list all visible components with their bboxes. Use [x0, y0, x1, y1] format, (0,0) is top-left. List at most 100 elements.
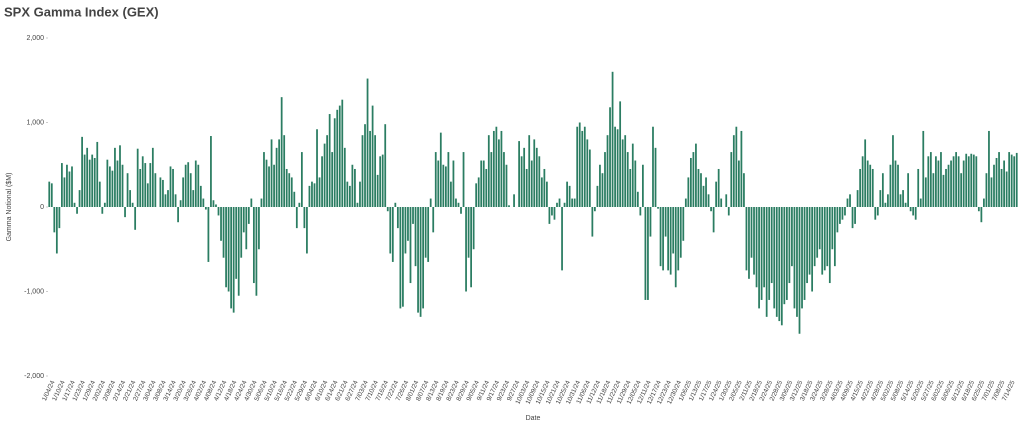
bar	[897, 164, 899, 207]
bar	[758, 207, 760, 309]
bar	[1010, 154, 1013, 207]
bar	[846, 198, 849, 207]
x-axis-title: Date	[526, 415, 541, 422]
bar	[179, 200, 182, 207]
bar	[998, 152, 1000, 207]
bar	[283, 135, 286, 207]
bar	[396, 207, 399, 229]
bar	[164, 194, 167, 207]
bar	[508, 205, 510, 207]
bar	[1015, 152, 1018, 207]
bar	[336, 109, 339, 207]
bar	[364, 124, 366, 207]
bar	[482, 160, 485, 207]
bar	[566, 181, 568, 207]
chart-title: SPX Gamma Index (GEX)	[4, 4, 159, 19]
bar	[859, 168, 862, 207]
bar	[151, 147, 154, 207]
bar	[874, 207, 877, 220]
bar	[922, 130, 925, 207]
bar	[346, 181, 349, 207]
bar	[755, 207, 758, 288]
bar	[750, 207, 753, 258]
bar	[977, 207, 980, 212]
bar	[318, 177, 321, 207]
bar	[452, 160, 455, 207]
bar	[280, 97, 283, 207]
bar	[263, 152, 265, 207]
bar	[98, 181, 101, 207]
bar	[184, 164, 187, 207]
bar	[394, 202, 397, 207]
bar	[467, 207, 470, 258]
bar	[295, 207, 298, 229]
bar	[91, 154, 94, 207]
bar	[270, 139, 273, 207]
bar	[225, 207, 227, 288]
bar	[540, 177, 543, 207]
bar	[124, 207, 126, 218]
bar	[308, 185, 311, 207]
bar	[780, 207, 783, 326]
bar	[793, 207, 796, 309]
bar	[831, 207, 834, 250]
bar	[710, 207, 712, 212]
bar	[265, 159, 268, 207]
bar	[662, 207, 664, 271]
bar	[374, 135, 377, 207]
bar	[528, 135, 531, 207]
bar	[591, 207, 594, 237]
bar	[525, 168, 528, 207]
bar	[803, 207, 806, 300]
bar	[816, 207, 819, 258]
bar	[988, 130, 990, 207]
y-tick-label: 0	[40, 204, 44, 211]
bar	[616, 129, 619, 207]
bar	[328, 114, 331, 207]
bar	[740, 130, 743, 207]
bar	[356, 202, 359, 207]
bar	[720, 198, 723, 207]
bar	[770, 207, 773, 284]
bar	[881, 173, 884, 207]
bar	[343, 147, 346, 207]
bar	[957, 156, 960, 207]
bar	[174, 194, 177, 207]
bar	[727, 207, 730, 216]
bar	[71, 166, 73, 207]
bar	[326, 135, 329, 207]
bar	[604, 152, 606, 207]
bar	[523, 147, 526, 207]
bar	[611, 71, 614, 207]
bar	[412, 207, 414, 224]
bar	[444, 166, 447, 207]
bar	[821, 207, 824, 275]
bar	[596, 185, 599, 207]
bar	[962, 160, 965, 207]
bar	[932, 173, 935, 207]
bar	[278, 139, 281, 207]
bar	[563, 202, 566, 207]
bar	[129, 190, 131, 207]
bar	[813, 207, 816, 267]
bar	[50, 183, 53, 207]
bar	[470, 207, 472, 288]
y-tick-label: -1,000	[24, 288, 44, 295]
y-tick-label: 1,000	[26, 119, 44, 126]
bar	[818, 207, 821, 250]
bar	[187, 162, 190, 207]
bar	[495, 126, 498, 207]
bar	[212, 200, 215, 207]
bar	[202, 198, 205, 207]
bar	[182, 177, 185, 207]
bar	[407, 207, 409, 241]
bar	[235, 207, 238, 279]
bar	[86, 147, 89, 207]
bar	[354, 168, 356, 207]
bar	[359, 181, 361, 207]
bar	[621, 139, 624, 207]
bar	[303, 207, 306, 229]
bar	[169, 166, 172, 207]
bar	[114, 147, 116, 207]
bar	[162, 179, 164, 207]
